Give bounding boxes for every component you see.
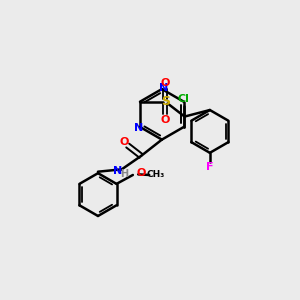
Text: N: N <box>134 124 143 134</box>
Text: CH₃: CH₃ <box>147 170 165 179</box>
Text: F: F <box>206 162 214 172</box>
Text: O: O <box>160 78 170 88</box>
Text: Cl: Cl <box>178 94 190 104</box>
Text: S: S <box>161 95 170 108</box>
Text: O: O <box>136 168 146 178</box>
Text: H: H <box>120 169 128 179</box>
Text: O: O <box>160 115 170 125</box>
Text: O: O <box>119 137 129 147</box>
Text: N: N <box>113 166 122 176</box>
Text: N: N <box>159 82 168 93</box>
